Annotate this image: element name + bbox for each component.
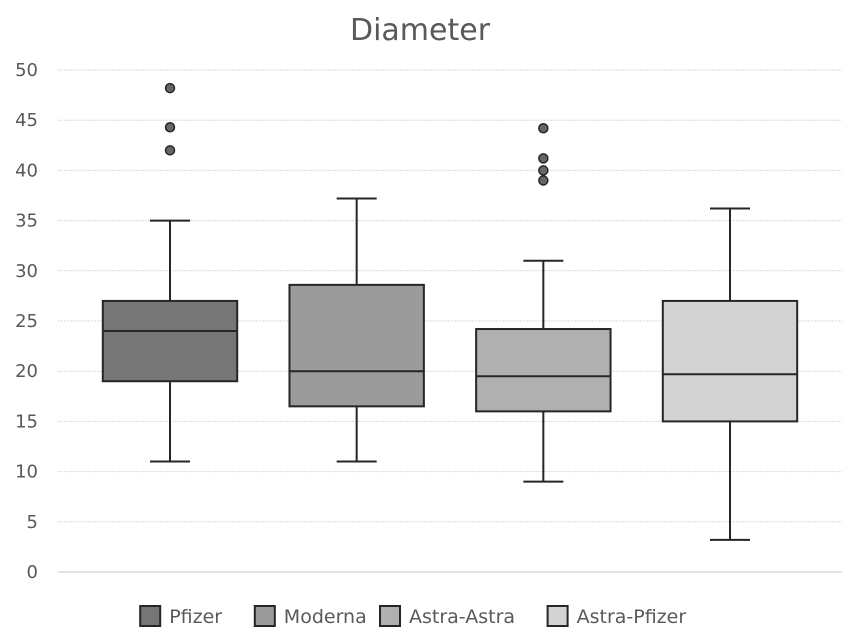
- box-astra-astra: [475, 122, 612, 483]
- legend-item-moderna: Moderna: [253, 605, 367, 628]
- chart-title: Diameter: [350, 13, 491, 48]
- legend: Pfizer Moderna Astra-Astra Astra-Pfizer: [139, 605, 687, 628]
- y-tick-label: 20: [15, 361, 38, 382]
- box-series-group: [101, 82, 799, 541]
- legend-label: Moderna: [284, 606, 367, 628]
- y-tick-label: 10: [15, 462, 38, 483]
- box-astra-pfizer: [661, 207, 799, 541]
- y-tick-label: 50: [15, 60, 38, 81]
- legend-item-astra-astra: Astra-Astra: [379, 605, 515, 628]
- outlier-point: [538, 165, 549, 176]
- outlier-point: [538, 153, 549, 164]
- y-tick-label: 45: [15, 110, 38, 131]
- legend-item-pfizer: Pfizer: [139, 605, 222, 628]
- outlier-point: [164, 145, 176, 156]
- y-tick-label: 0: [27, 562, 38, 583]
- y-tick-label: 40: [15, 160, 38, 181]
- outlier-point: [538, 122, 549, 134]
- legend-label: Astra-Astra: [409, 606, 515, 628]
- y-tick-label: 30: [15, 261, 38, 282]
- legend-swatch: [379, 605, 401, 627]
- iqr-box: [475, 328, 612, 413]
- legend-item-astra-pfizer: Astra-Pfizer: [546, 605, 687, 628]
- iqr-box: [101, 299, 239, 383]
- y-tick-label: 35: [15, 211, 38, 232]
- y-tick-label: 5: [27, 512, 38, 533]
- legend-swatch: [139, 605, 162, 627]
- legend-swatch: [546, 605, 569, 627]
- iqr-box: [288, 283, 425, 408]
- legend-label: Pfizer: [169, 606, 222, 628]
- iqr-box: [661, 299, 799, 423]
- box-pfizer: [101, 82, 239, 463]
- y-tick-label: 15: [15, 411, 38, 432]
- y-axis-tick-labels: 0 5 10 15 20 25 30 35 40 45 50: [15, 60, 38, 583]
- legend-swatch: [253, 605, 276, 627]
- legend-label: Astra-Pfizer: [577, 606, 687, 628]
- outlier-point: [164, 82, 176, 94]
- outlier-point: [164, 121, 176, 133]
- outlier-point: [538, 175, 549, 186]
- box-moderna: [288, 197, 425, 463]
- y-tick-label: 25: [15, 311, 38, 332]
